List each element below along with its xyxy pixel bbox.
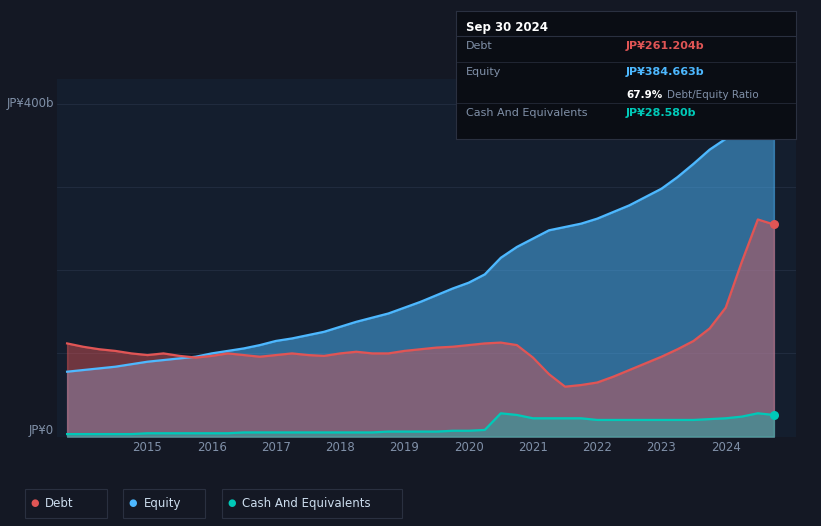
Text: ●: ● (227, 498, 236, 509)
Text: Debt/Equity Ratio: Debt/Equity Ratio (667, 90, 759, 100)
Text: ●: ● (30, 498, 39, 509)
Text: Debt: Debt (466, 42, 493, 52)
Text: JP¥261.204b: JP¥261.204b (626, 42, 704, 52)
Text: JP¥384.663b: JP¥384.663b (626, 67, 704, 77)
Text: JP¥400b: JP¥400b (7, 97, 54, 110)
Point (768, 220, 781, 229)
Text: JP¥28.580b: JP¥28.580b (626, 108, 696, 118)
Text: Debt: Debt (45, 497, 74, 510)
Text: Cash And Equivalents: Cash And Equivalents (466, 108, 587, 118)
Text: 67.9%: 67.9% (626, 90, 663, 100)
Text: Sep 30 2024: Sep 30 2024 (466, 21, 548, 34)
Text: Equity: Equity (144, 497, 181, 510)
Text: ●: ● (129, 498, 137, 509)
Point (768, 411, 781, 419)
Text: Equity: Equity (466, 67, 502, 77)
Text: JP¥0: JP¥0 (29, 423, 54, 437)
Point (768, 108, 781, 116)
Text: Cash And Equivalents: Cash And Equivalents (242, 497, 371, 510)
